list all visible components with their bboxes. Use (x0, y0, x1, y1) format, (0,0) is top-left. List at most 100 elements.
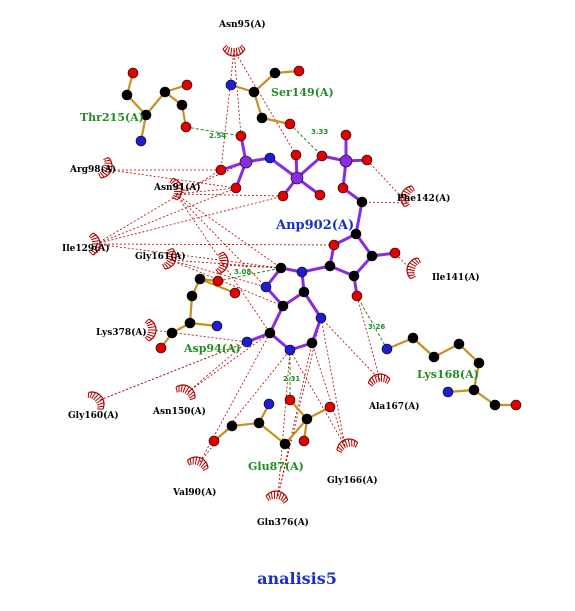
arc-spoke (220, 259, 228, 262)
arc-spoke (168, 255, 177, 259)
oxygen-atom (316, 150, 328, 162)
arc-spoke (163, 263, 169, 269)
arc-spoke (97, 405, 104, 408)
arc-spoke (173, 187, 182, 190)
arc-spoke (196, 457, 201, 466)
arc-curve (88, 391, 105, 410)
arc-spoke (404, 203, 410, 208)
carbon-atom (428, 351, 440, 363)
arc-spoke (170, 179, 177, 185)
contact-line (187, 341, 248, 393)
arc-spoke (180, 384, 183, 393)
ligand-label: Anp902(A) (275, 218, 354, 233)
arc-spoke (240, 44, 246, 50)
arc-spoke (224, 46, 229, 53)
oxygen-atom (181, 79, 193, 91)
residue-label-gly160: Gly160(A) (68, 410, 119, 421)
contact-line (175, 193, 267, 288)
arc-spoke (239, 46, 244, 53)
hbond-line (289, 123, 323, 157)
hydrophobic-arc (175, 384, 196, 401)
oxygen-atom (290, 149, 302, 161)
arc-spoke (172, 181, 180, 186)
arc-spoke (410, 275, 416, 280)
carbon-atom (269, 67, 281, 79)
oxygen-atom (298, 435, 310, 447)
contact-line (361, 201, 408, 204)
arc-curve (400, 185, 413, 208)
arc-curve (172, 177, 183, 201)
arc-spoke (218, 266, 226, 271)
arc-spoke (219, 264, 227, 268)
arc-spoke (230, 47, 233, 56)
hydrophobic-arc (169, 177, 183, 201)
arc-spoke (186, 460, 191, 466)
arc-spoke (90, 234, 97, 239)
arc-spoke (147, 322, 155, 327)
arc-spoke (194, 456, 198, 465)
contact-line (95, 187, 237, 245)
residue-label-ile141: Ile141(A) (432, 272, 480, 283)
arc-spoke (235, 47, 238, 56)
hbond-distance-label: 2.54 (209, 132, 226, 140)
carbon-atom (121, 89, 133, 101)
arc-spoke (144, 318, 150, 324)
arc-spoke (351, 439, 353, 447)
arc-spoke (237, 47, 242, 55)
contact-line (175, 193, 282, 269)
oxygen-atom (127, 67, 139, 79)
oxygen-atom (324, 401, 336, 413)
arc-spoke (162, 263, 166, 270)
arc-spoke (165, 261, 172, 267)
arc-spoke (187, 391, 195, 397)
arc-spoke (173, 193, 182, 196)
arc-spoke (347, 438, 351, 447)
arc-spoke (417, 257, 421, 264)
contact-line (277, 349, 291, 497)
arc-spoke (102, 168, 110, 174)
arc-spoke (186, 388, 193, 396)
contact-line (233, 49, 242, 137)
nitrogen-atom (442, 386, 454, 398)
hbond-distance-label: 2.31 (283, 375, 300, 383)
arc-spoke (189, 397, 196, 401)
oxygen-atom (215, 164, 227, 176)
arc-spoke (219, 253, 226, 258)
oxygen-atom (284, 394, 296, 406)
arc-spoke (198, 459, 204, 467)
arc-curve (218, 251, 229, 275)
arc-spoke (200, 461, 206, 468)
arc-spoke (270, 491, 273, 500)
arc-spoke (401, 200, 409, 202)
residue-label-asn95: Asn95(A) (218, 19, 266, 30)
arc-spoke (166, 259, 174, 265)
arc-curve (367, 373, 391, 384)
arc-spoke (91, 240, 100, 243)
contact-line (109, 169, 237, 189)
arc-spoke (169, 178, 174, 184)
oxygen-atom (208, 435, 220, 447)
arc-spoke (408, 274, 415, 277)
nitrogen-atom (241, 336, 253, 348)
residue-label-phe142: Phe142(A) (397, 193, 450, 204)
nitrogen-atom (284, 344, 296, 356)
arc-spoke (174, 190, 182, 193)
contact-line (366, 159, 408, 204)
contact-line (169, 259, 284, 307)
arc-spoke (184, 386, 190, 394)
carbon-atom (306, 337, 318, 349)
arc-spoke (144, 336, 150, 342)
carbon-atom (256, 112, 268, 124)
arc-spoke (222, 44, 228, 50)
hydrophobic-arc (367, 373, 391, 387)
arc-spoke (173, 184, 181, 188)
carbon-atom (348, 270, 360, 282)
arc-spoke (167, 247, 173, 252)
hbond-distance-label: 3.33 (311, 128, 328, 136)
arc-spoke (182, 385, 187, 393)
nitrogen-atom (381, 343, 393, 355)
arc-spoke (90, 249, 97, 254)
oxygen-atom (155, 342, 167, 354)
oxygen-atom (510, 399, 522, 411)
residue-label-lys168: Lys168(A) (417, 368, 479, 381)
